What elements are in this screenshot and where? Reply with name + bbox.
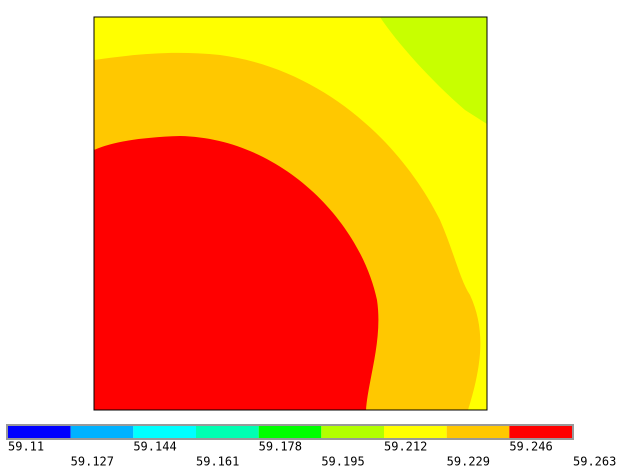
legend-swatch bbox=[70, 426, 134, 438]
legend-level: 59.178 bbox=[259, 440, 302, 454]
legend-level: 59.212 bbox=[384, 440, 427, 454]
legend-level: 59.229 bbox=[447, 455, 490, 469]
legend-level: 59.263 bbox=[573, 455, 616, 469]
contour-plot bbox=[93, 16, 488, 411]
legend-level: 59.195 bbox=[321, 455, 364, 469]
legend-level: 59.161 bbox=[196, 455, 239, 469]
legend-frame bbox=[6, 424, 574, 440]
contour-region bbox=[94, 136, 379, 410]
legend-swatch bbox=[258, 426, 322, 438]
legend-swatch bbox=[509, 426, 572, 438]
legend-swatch bbox=[384, 426, 447, 438]
legend-level: 59.246 bbox=[509, 440, 552, 454]
legend-level: 59.127 bbox=[71, 455, 114, 469]
contour-region bbox=[380, 17, 487, 124]
legend-swatch bbox=[196, 426, 259, 438]
legend-swatch bbox=[133, 426, 196, 438]
legend-level: 59.144 bbox=[133, 440, 176, 454]
legend: 59.11 59.127 59.144 59.161 59.178 59.195 59.21… bbox=[6, 424, 616, 469]
legend-swatch bbox=[321, 426, 384, 438]
plot-frame bbox=[93, 16, 488, 411]
legend-level: 59.11 bbox=[8, 440, 44, 454]
legend-swatch bbox=[8, 426, 71, 438]
legend-swatch bbox=[446, 426, 510, 438]
